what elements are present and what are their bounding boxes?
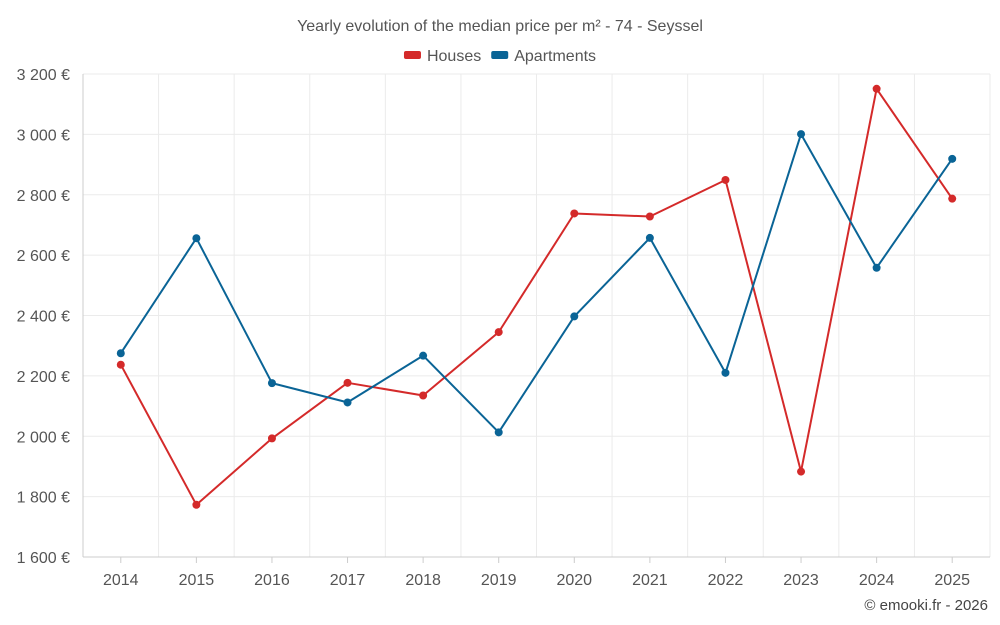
data-point-apartments [116, 349, 125, 358]
data-point-apartments [948, 154, 957, 163]
x-tick-label: 2018 [405, 572, 441, 589]
data-point-houses [797, 467, 806, 476]
data-point-apartments [797, 130, 806, 139]
data-point-houses [494, 328, 503, 337]
y-tick-label: 2 600 € [17, 248, 70, 265]
x-tick-label: 2017 [330, 572, 366, 589]
data-point-houses [192, 500, 201, 509]
data-point-apartments [721, 368, 730, 377]
data-point-apartments [267, 379, 276, 388]
x-tick-label: 2022 [708, 572, 744, 589]
legend-label-apartments: Apartments [514, 48, 596, 65]
y-tick-label: 1 800 € [17, 490, 70, 507]
legend: Houses Apartments [403, 48, 596, 65]
x-tick-label: 2019 [481, 572, 517, 589]
y-axis: 1 600 € 1 800 € 2 000 € 2 200 € 2 400 € 2 600… [17, 67, 84, 567]
series-line-apartments [119, 133, 954, 434]
y-tick-label: 1 600 € [17, 550, 70, 567]
y-tick-label: 3 000 € [17, 127, 70, 144]
credit-label: © emooki.fr - 2026 [864, 597, 988, 614]
x-tick-label: 2014 [103, 572, 139, 589]
x-axis: 2014 2015 2016 2017 2018 2019 2020 2021 2022 2023… [83, 556, 990, 589]
data-point-houses [419, 391, 428, 400]
series-line-houses [119, 87, 954, 506]
x-tick-label: 2023 [783, 572, 819, 589]
data-point-apartments [494, 428, 503, 437]
data-point-apartments [570, 312, 579, 321]
y-tick-label: 2 400 € [17, 309, 70, 326]
data-point-houses [267, 434, 276, 443]
data-point-apartments [419, 351, 428, 360]
data-point-houses [948, 194, 957, 203]
legend-item-apartments: Apartments [491, 48, 596, 65]
x-tick-label: 2025 [934, 572, 970, 589]
x-tick-label: 2015 [179, 572, 215, 589]
data-point-houses [343, 378, 352, 387]
y-tick-label: 2 800 € [17, 188, 70, 205]
data-point-houses [721, 175, 730, 184]
y-tick-label: 3 200 € [17, 67, 70, 84]
x-tick-label: 2016 [254, 572, 290, 589]
chart-title: Yearly evolution of the median price per… [297, 18, 703, 35]
data-point-apartments [645, 233, 654, 242]
legend-swatch-houses [403, 51, 421, 59]
x-tick-label: 2021 [632, 572, 668, 589]
data-point-houses [645, 212, 654, 221]
x-tick-label: 2024 [859, 572, 895, 589]
y-tick-label: 2 200 € [17, 369, 70, 386]
grid-lines [83, 73, 991, 557]
data-point-apartments [872, 263, 881, 272]
data-point-houses [570, 209, 579, 218]
data-point-apartments [192, 234, 201, 243]
legend-item-houses: Houses [403, 48, 481, 65]
x-tick-label: 2020 [556, 572, 592, 589]
data-point-houses [872, 84, 881, 93]
data-point-apartments [343, 398, 352, 407]
data-point-houses [116, 360, 125, 369]
legend-label-houses: Houses [427, 48, 481, 65]
y-tick-label: 2 000 € [17, 429, 70, 446]
series-layer [116, 84, 957, 509]
legend-swatch-apartments [491, 51, 509, 59]
